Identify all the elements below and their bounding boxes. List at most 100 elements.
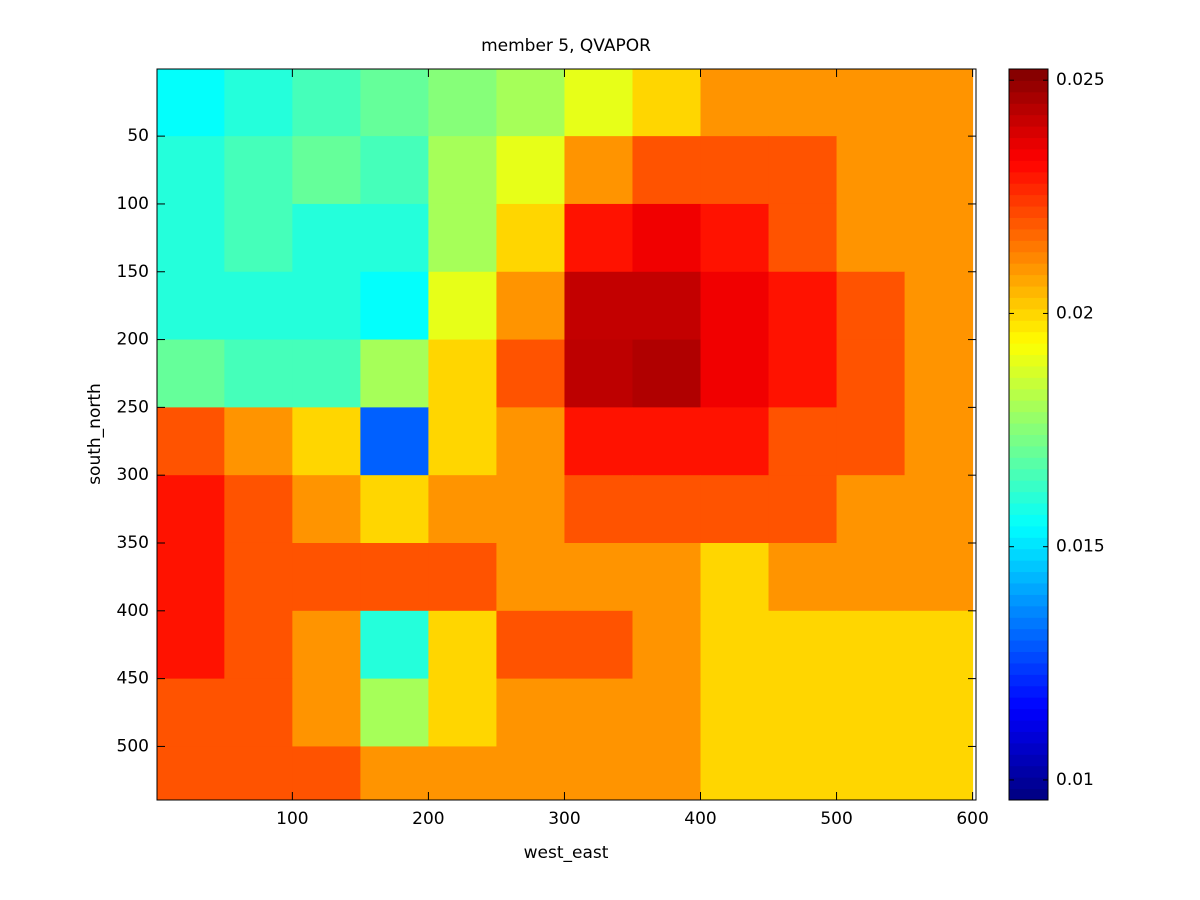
heatmap-cell (700, 339, 770, 408)
colorbar-swatch (1009, 571, 1048, 584)
heatmap-cell (292, 271, 361, 341)
colorbar-swatch (1009, 674, 1048, 687)
y-tick-label: 400 (117, 601, 149, 621)
colorbar-swatch (1009, 103, 1048, 116)
heatmap-cell (700, 69, 770, 137)
heatmap-cell (360, 610, 429, 680)
colorbar-swatch (1009, 148, 1048, 161)
heatmap-cell (224, 271, 293, 341)
heatmap-cell (224, 475, 293, 544)
y-tick-label: 150 (117, 262, 149, 282)
colorbar-swatch (1009, 263, 1048, 276)
colorbar-frame (1008, 68, 1049, 801)
colorbar-swatch (1009, 720, 1048, 732)
colorbar-swatch (1009, 662, 1048, 675)
x-tick-label: 100 (276, 809, 308, 829)
colorbar-swatch (1009, 160, 1048, 173)
colorbar-tick-label: 0.02 (1056, 303, 1094, 323)
colorbar-swatch (1009, 137, 1048, 150)
plot-frame (156, 68, 977, 801)
heatmap-cell (768, 407, 838, 476)
heatmap-cell (904, 610, 974, 680)
y-tick-label: 100 (117, 194, 149, 214)
heatmap-cell (428, 339, 497, 408)
heatmap-cell (360, 136, 429, 205)
colorbar-swatch (1009, 274, 1048, 287)
heatmap-cell (292, 542, 361, 612)
heatmap-cell (157, 271, 225, 341)
heatmap-cell (157, 203, 225, 273)
heatmap-cell (768, 271, 838, 341)
heatmap-cell (224, 542, 293, 612)
colorbar-swatch (1009, 400, 1048, 413)
heatmap-cell (768, 610, 838, 680)
heatmap-cell (632, 475, 702, 544)
heatmap-cell (768, 475, 838, 544)
heatmap-cell (632, 339, 702, 408)
heatmap-cell (836, 339, 906, 408)
colorbar-swatch (1009, 777, 1048, 790)
heatmap-cell (836, 542, 906, 612)
heatmap-cell (496, 271, 565, 341)
heatmap-cell (768, 69, 838, 137)
heatmap-cell (157, 407, 225, 476)
heatmap-cell (632, 610, 702, 680)
heatmap-cell (224, 678, 293, 747)
heatmap-cell (428, 69, 497, 137)
heatmap-cell (768, 339, 838, 408)
colorbar-swatch (1009, 354, 1048, 367)
colorbar-tick-label: 0.015 (1056, 537, 1105, 557)
heatmap-cell (700, 542, 770, 612)
colorbar-swatch (1009, 594, 1048, 607)
colorbar-swatch (1009, 365, 1048, 378)
heatmap-cell (157, 136, 225, 205)
heatmap-cell (224, 407, 293, 476)
heatmap-cell (700, 203, 770, 273)
heatmap-cell (632, 407, 702, 476)
heatmap-cell (428, 271, 497, 341)
colorbar-swatch (1009, 640, 1048, 653)
y-tick-label: 450 (117, 669, 149, 689)
heatmap-cell (836, 678, 906, 747)
heatmap-cell (700, 746, 770, 801)
colorbar-swatch (1009, 183, 1048, 196)
heatmap-cell (632, 203, 702, 273)
colorbar-swatch (1009, 297, 1048, 310)
heatmap-cell (564, 542, 633, 612)
heatmap-cell (496, 746, 565, 801)
colorbar-swatch (1009, 582, 1048, 595)
heatmap-cell (632, 136, 702, 205)
x-tick-label: 600 (956, 809, 988, 829)
heatmap-cell (836, 136, 906, 205)
heatmap-cell (700, 678, 770, 747)
heatmap-cell (428, 678, 497, 747)
heatmap-cell (496, 69, 565, 137)
heatmap-cell (157, 610, 225, 680)
x-tick-label: 300 (548, 809, 580, 829)
heatmap-cell (904, 542, 974, 612)
colorbar-swatch (1009, 788, 1048, 801)
heatmap-cell (360, 271, 429, 341)
colorbar-swatch (1009, 228, 1048, 241)
colorbar-swatch (1009, 388, 1048, 401)
heatmap-cell (157, 69, 225, 137)
heatmap-cell (157, 542, 225, 612)
colorbar-swatch (1009, 560, 1048, 573)
heatmap-cell (836, 746, 906, 801)
y-tick-label: 500 (117, 736, 149, 756)
colorbar-swatch (1009, 320, 1048, 333)
heatmap-cell (292, 475, 361, 544)
heatmap-cell (496, 610, 565, 680)
heatmap-cell (496, 203, 565, 273)
heatmap-cell (292, 203, 361, 273)
heatmap-cell (360, 339, 429, 408)
heatmap-cell (768, 746, 838, 801)
heatmap-cell (224, 610, 293, 680)
colorbar-swatch (1009, 491, 1048, 504)
colorbar-swatch (1009, 525, 1048, 538)
heatmap-cell (428, 203, 497, 273)
colorbar-swatch (1009, 423, 1048, 435)
colorbar-swatch (1009, 765, 1048, 778)
heatmap-cell (700, 610, 770, 680)
heatmap-cell (564, 203, 633, 273)
